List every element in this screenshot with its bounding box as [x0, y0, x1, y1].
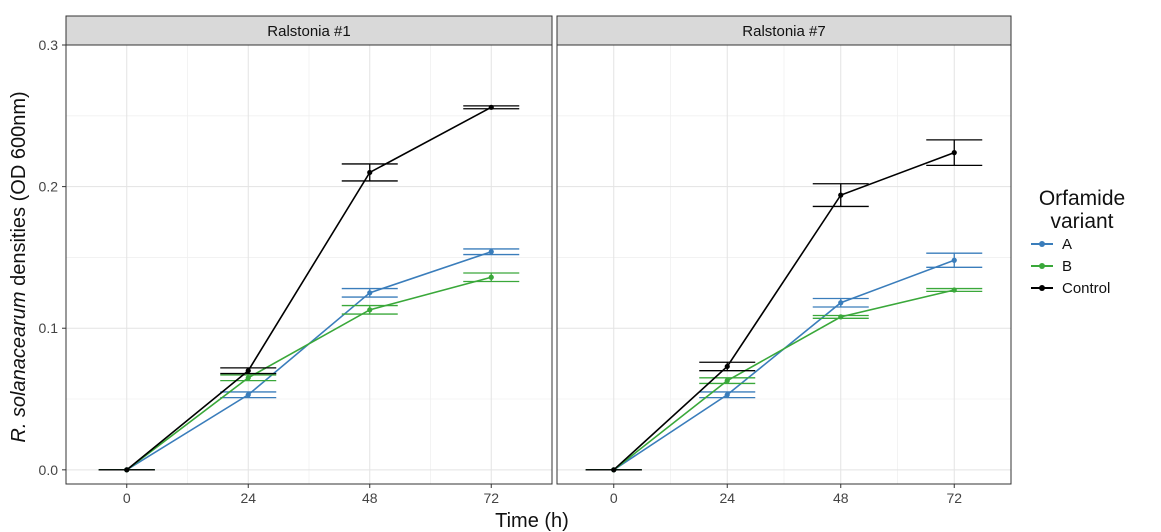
x-tick-label: 0 — [123, 490, 131, 506]
legend-label: A — [1062, 235, 1073, 253]
legend-item-control: Control — [1027, 277, 1137, 299]
legend-item-a: A — [1027, 233, 1137, 255]
y-tick-label: 0.0 — [39, 462, 59, 478]
panel-title: Ralstonia #7 — [742, 23, 825, 40]
legend-title: Orfamide variant — [1027, 187, 1137, 233]
legend-swatch — [1031, 259, 1053, 273]
legend-items: A B Control — [1027, 233, 1137, 299]
x-tick-label: 72 — [483, 490, 499, 506]
data-point-b — [951, 287, 957, 293]
y-tick-label: 0.3 — [39, 37, 59, 53]
panel-border — [65, 44, 553, 485]
data-point-a — [488, 249, 494, 255]
data-point-control — [367, 169, 373, 176]
data-point-a — [245, 392, 251, 398]
x-tick-label: 24 — [240, 490, 256, 506]
legend: Orfamide variant A B Control — [1027, 187, 1137, 299]
x-tick-label: 0 — [610, 490, 618, 506]
y-tick-label: 0.2 — [39, 179, 59, 195]
legend-title-line2: variant — [1050, 210, 1114, 233]
data-point-control — [611, 467, 617, 473]
data-point-b — [488, 274, 494, 280]
legend-item-b: B — [1027, 255, 1137, 277]
data-point-a — [367, 290, 373, 296]
series-line-b — [126, 276, 492, 471]
data-point-a — [838, 300, 844, 306]
y-axis-label: R. solanacearum densities (OD 600nm) — [8, 91, 30, 442]
data-point-control — [838, 192, 844, 198]
data-point-control — [951, 150, 957, 156]
panel-strip — [556, 15, 1012, 46]
panel-1: Ralstonia #1 0 24 48 72 0.0 0.1 0.2 0.3 — [39, 15, 553, 506]
x-axis-label: Time (h) — [495, 510, 569, 532]
data-point-a — [951, 257, 957, 263]
x-tick-label: 72 — [946, 490, 962, 506]
data-point-b — [245, 375, 251, 381]
data-point-b — [838, 314, 844, 320]
panel-border — [556, 44, 1012, 485]
panel-title: Ralstonia #1 — [267, 23, 350, 40]
data-point-control — [488, 104, 494, 110]
x-tick-label: 48 — [362, 490, 378, 506]
legend-title-line1: Orfamide — [1038, 187, 1126, 210]
data-point-control — [245, 368, 251, 374]
panel-strip — [65, 15, 553, 46]
panel-2: Ralstonia #7 0 24 48 72 — [556, 15, 1012, 506]
legend-label: Control — [1062, 279, 1111, 297]
x-tick-label: 48 — [833, 490, 849, 506]
legend-label: B — [1062, 257, 1073, 275]
series-line-control — [613, 151, 955, 471]
x-tick-label: 24 — [719, 490, 735, 506]
data-point-control — [724, 363, 730, 370]
legend-swatch — [1031, 237, 1053, 251]
data-point-b — [367, 307, 373, 313]
legend-swatch — [1031, 281, 1053, 295]
data-point-b — [724, 378, 730, 384]
data-point-control — [124, 467, 130, 473]
y-tick-label: 0.1 — [39, 320, 59, 336]
data-point-a — [724, 392, 730, 398]
series-line-control — [126, 106, 492, 471]
series-line-b — [613, 289, 955, 471]
